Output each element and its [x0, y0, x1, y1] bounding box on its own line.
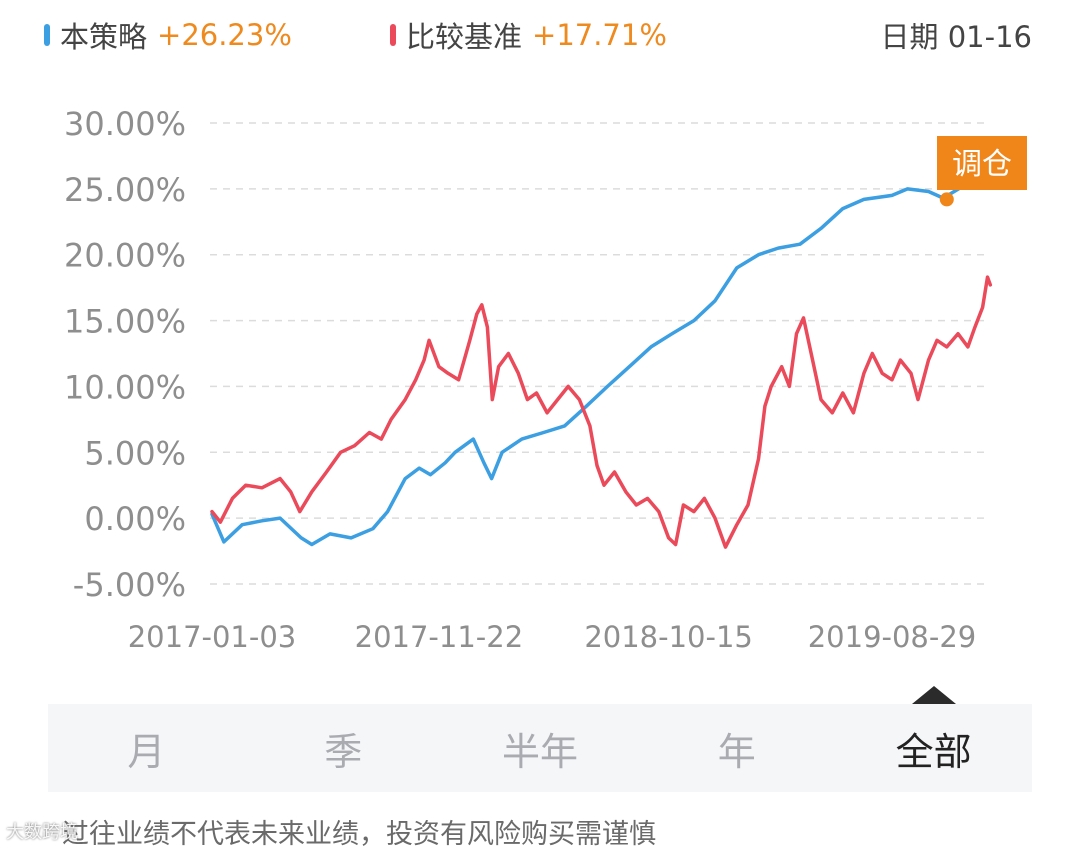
chart-legend: 本策略 +26.23% 比较基准 +17.71% 日期 01-16: [44, 14, 1032, 58]
rebalance-tag: [937, 136, 1027, 190]
tab-year-label: 年: [717, 729, 756, 774]
x-tick-label: 2017-01-03: [128, 620, 297, 654]
risk-disclaimer: 过往业绩不代表未来业绩，投资有风险购买需谨慎: [62, 819, 656, 850]
watermark: 大数跨境: [6, 822, 78, 843]
tab-half-year-label: 半年: [501, 729, 578, 774]
x-tick-label: 2017-11-22: [355, 620, 524, 654]
legend-strategy-value: +26.23%: [157, 18, 292, 52]
benchmark-series-line: [210, 275, 993, 549]
tab-quarter[interactable]: 季: [245, 704, 442, 792]
x-tick-label: 2018-10-15: [584, 620, 753, 654]
strategy-series-line: [210, 170, 993, 547]
y-tick-label: 10.00%: [64, 368, 186, 406]
x-tick-label: 2019-08-29: [808, 620, 977, 654]
rebalance-tag-label: 调仓: [952, 147, 1012, 182]
legend-strategy-marker: [44, 24, 50, 46]
y-tick-label: 30.00%: [64, 105, 186, 143]
time-range-selector: 月 季 半年 年 全部: [48, 686, 1032, 792]
active-caret-icon: [911, 686, 956, 704]
y-tick-label: 5.00%: [84, 434, 186, 472]
tab-all[interactable]: 全部: [835, 686, 1032, 792]
legend-benchmark-label: 比较基准: [406, 20, 523, 54]
legend-benchmark-marker: [390, 24, 396, 46]
y-tick-label: 0.00%: [84, 500, 186, 538]
y-tick-label: 15.00%: [64, 303, 186, 341]
tab-year[interactable]: 年: [638, 704, 835, 792]
performance-line-chart[interactable]: 30.00% 25.00% 20.00% 15.00% 10.00% 5.00% 0.00%…: [0, 0, 1080, 700]
y-tick-label: 25.00%: [64, 171, 186, 209]
y-tick-label: -5.00%: [73, 566, 186, 604]
legend-strategy-label: 本策略: [60, 20, 148, 54]
legend-strategy[interactable]: 本策略 +26.23%: [44, 14, 292, 56]
tab-half-year[interactable]: 半年: [442, 704, 639, 792]
y-tick-label: 20.00%: [64, 237, 186, 275]
tab-month-label: 月: [127, 729, 166, 774]
tab-quarter-label: 季: [324, 729, 363, 774]
tab-all-label: 全部: [895, 729, 972, 774]
date-label: 日期 01-16: [880, 20, 1033, 54]
legend-benchmark[interactable]: 比较基准 +17.71%: [390, 14, 667, 56]
legend-benchmark-value: +17.71%: [532, 18, 667, 52]
rebalance-point: [939, 192, 954, 207]
tab-month[interactable]: 月: [48, 704, 245, 792]
